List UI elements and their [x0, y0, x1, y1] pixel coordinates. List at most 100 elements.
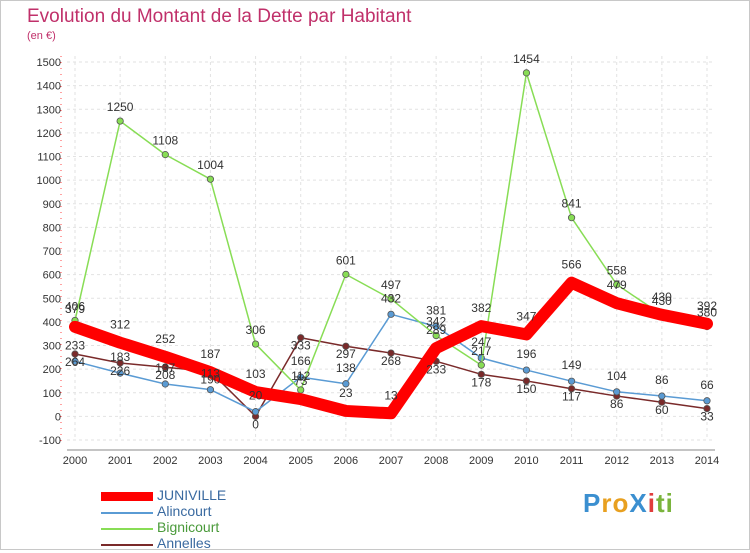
y-tick-label: 1400: [37, 81, 61, 93]
legend-swatch: [101, 528, 153, 530]
data-point: [703, 397, 711, 405]
data-point: [161, 352, 170, 361]
legend-item-bignicourt: Bignicourt: [101, 519, 361, 537]
data-label: 382: [471, 301, 491, 315]
y-tick-label: 1000: [37, 175, 61, 187]
proxiti-logo: ProXiti: [583, 488, 674, 519]
x-tick-label: 2007: [379, 455, 403, 467]
data-point: [341, 406, 350, 415]
y-tick-label: 500: [43, 293, 61, 305]
y-tick-label: 1300: [37, 104, 61, 116]
data-label: 187: [200, 347, 220, 361]
data-label: 86: [655, 373, 669, 387]
data-label: 347: [516, 309, 536, 323]
x-tick-label: 2001: [108, 455, 132, 467]
data-label: 1004: [197, 158, 224, 172]
data-point: [613, 388, 621, 396]
x-tick-label: 2006: [334, 455, 358, 467]
data-label: 137: [155, 361, 175, 375]
logo-letter: t: [655, 488, 666, 518]
legend-label: Bignicourt: [157, 519, 220, 535]
data-label: 196: [516, 347, 536, 361]
y-tick-label: 300: [43, 341, 61, 353]
data-point: [567, 385, 576, 393]
data-label: 117: [562, 390, 581, 404]
data-point: [297, 334, 305, 342]
data-label: 226: [110, 364, 130, 378]
data-point: [612, 299, 621, 308]
data-point: [206, 368, 215, 377]
data-point: [342, 342, 350, 350]
logo-letter: P: [583, 488, 602, 518]
y-tick-label: 100: [43, 388, 61, 400]
legend-swatch: [101, 544, 153, 546]
data-point: [522, 366, 531, 374]
logo-letter: o: [612, 488, 630, 518]
y-tick-label: 1100: [37, 152, 61, 164]
data-label: 566: [562, 258, 582, 272]
data-label: 208: [155, 368, 175, 382]
data-label: 138: [336, 361, 356, 375]
data-point: [703, 404, 711, 413]
data-label: 289: [426, 323, 446, 337]
y-tick-label: -100: [39, 435, 61, 447]
legend-label: JUNIVILLE: [157, 487, 227, 503]
data-label: 342: [426, 315, 446, 329]
x-tick-label: 2000: [63, 455, 87, 467]
data-point: [251, 388, 260, 397]
data-label: 166: [291, 354, 311, 368]
y-tick-label: 0: [55, 411, 61, 423]
data-label: 380: [697, 306, 717, 320]
legend-label: Annelles: [157, 535, 211, 551]
data-point: [116, 338, 125, 347]
data-label: 60: [655, 403, 669, 417]
logo-letter: r: [601, 488, 613, 518]
data-point: [477, 322, 486, 331]
data-point: [71, 350, 79, 358]
data-label: 20: [249, 389, 263, 403]
data-label: 601: [336, 253, 356, 267]
data-label: 432: [381, 291, 401, 305]
x-tick-label: 2003: [198, 455, 222, 467]
data-point: [567, 278, 576, 287]
data-point: [387, 349, 395, 357]
data-label: 479: [607, 278, 627, 292]
y-tick-label: 400: [43, 317, 61, 329]
data-label: 430: [652, 290, 672, 304]
data-label: 379: [65, 302, 85, 316]
x-tick-label: 2008: [424, 455, 448, 467]
y-tick-label: 200: [43, 364, 61, 376]
data-label: 104: [607, 369, 627, 383]
data-point: [206, 386, 215, 394]
data-label: 264: [65, 355, 85, 369]
data-label: 13: [384, 388, 398, 402]
legend-item-alincourt: Alincourt: [101, 503, 361, 521]
data-label: 297: [336, 347, 356, 361]
data-label: 841: [562, 197, 582, 211]
x-tick-label: 2010: [514, 455, 538, 467]
legend-label: Alincourt: [157, 503, 212, 519]
data-label: 86: [610, 397, 624, 411]
data-label: 233: [426, 362, 446, 376]
y-tick-label: 1500: [37, 57, 61, 69]
data-point: [703, 319, 711, 328]
data-label: 33: [700, 410, 714, 424]
data-point: [251, 408, 260, 416]
data-label: 190: [200, 372, 220, 386]
legend-item-juniville: JUNIVILLE: [101, 487, 361, 505]
data-label: 112: [291, 369, 310, 383]
legend-swatch: [101, 512, 153, 514]
data-point: [161, 363, 169, 371]
x-tick-label: 2005: [288, 455, 312, 467]
x-tick-label: 2004: [243, 455, 267, 467]
data-label: 183: [110, 350, 130, 364]
data-point: [387, 295, 395, 303]
data-label: 312: [110, 318, 130, 332]
x-tick-label: 2014: [695, 455, 719, 467]
data-point: [71, 357, 79, 365]
data-point: [522, 377, 531, 385]
data-label: 333: [291, 339, 311, 353]
data-point: [342, 270, 350, 278]
